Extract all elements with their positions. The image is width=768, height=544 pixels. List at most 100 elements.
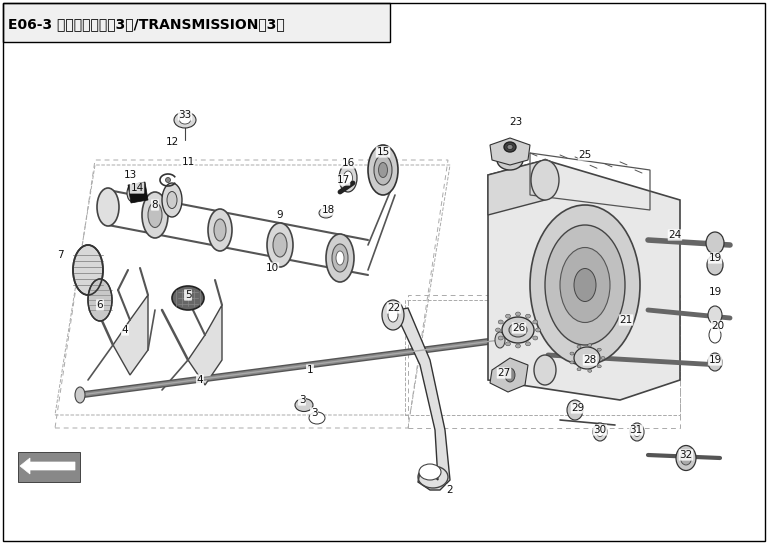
Ellipse shape	[495, 328, 501, 332]
Polygon shape	[398, 308, 450, 490]
Ellipse shape	[530, 205, 640, 365]
Ellipse shape	[374, 155, 392, 185]
Ellipse shape	[534, 355, 556, 385]
Text: 31: 31	[629, 425, 643, 435]
Ellipse shape	[495, 332, 505, 348]
Polygon shape	[488, 160, 680, 400]
Text: 10: 10	[266, 263, 279, 273]
Ellipse shape	[273, 233, 287, 257]
Ellipse shape	[515, 312, 521, 316]
Ellipse shape	[505, 314, 511, 318]
Ellipse shape	[343, 171, 353, 185]
Ellipse shape	[332, 244, 348, 272]
Text: 3: 3	[299, 395, 306, 405]
Text: 24: 24	[668, 230, 682, 240]
Ellipse shape	[507, 145, 513, 150]
Text: 9: 9	[276, 210, 283, 220]
Ellipse shape	[593, 423, 607, 441]
Text: 4: 4	[121, 325, 128, 335]
Ellipse shape	[174, 112, 196, 128]
Ellipse shape	[336, 251, 344, 265]
Text: 30: 30	[594, 425, 607, 435]
Ellipse shape	[368, 145, 398, 195]
Ellipse shape	[630, 423, 644, 441]
Ellipse shape	[533, 320, 538, 324]
Text: 19: 19	[708, 355, 722, 365]
Text: 18: 18	[321, 205, 335, 215]
Ellipse shape	[533, 336, 538, 340]
Ellipse shape	[601, 356, 605, 360]
Text: 29: 29	[571, 403, 584, 413]
Ellipse shape	[295, 399, 313, 411]
Text: 26: 26	[512, 323, 525, 333]
Ellipse shape	[574, 347, 600, 369]
Ellipse shape	[172, 286, 204, 310]
Polygon shape	[490, 138, 530, 165]
Ellipse shape	[577, 368, 581, 371]
Ellipse shape	[498, 336, 503, 340]
Polygon shape	[488, 160, 545, 215]
Ellipse shape	[88, 279, 112, 321]
Polygon shape	[113, 295, 148, 375]
Text: 12: 12	[165, 137, 179, 147]
Ellipse shape	[709, 327, 721, 343]
Ellipse shape	[525, 342, 531, 346]
Ellipse shape	[598, 365, 601, 368]
Ellipse shape	[560, 248, 610, 323]
Text: 1: 1	[306, 365, 313, 375]
Text: 13: 13	[124, 170, 137, 180]
Text: 7: 7	[57, 250, 63, 260]
Ellipse shape	[148, 202, 162, 227]
Text: 5: 5	[184, 290, 191, 300]
Ellipse shape	[214, 219, 226, 241]
Ellipse shape	[379, 163, 388, 177]
Ellipse shape	[502, 317, 534, 343]
Ellipse shape	[167, 191, 177, 208]
Ellipse shape	[75, 387, 85, 403]
Polygon shape	[490, 358, 528, 392]
Text: 3: 3	[311, 408, 317, 418]
Text: 22: 22	[387, 303, 401, 313]
Text: 33: 33	[178, 110, 192, 120]
Ellipse shape	[208, 209, 232, 251]
Ellipse shape	[142, 192, 168, 238]
Text: 6: 6	[97, 300, 104, 310]
Ellipse shape	[570, 352, 574, 355]
Ellipse shape	[498, 320, 503, 324]
Ellipse shape	[577, 345, 581, 348]
Text: 28: 28	[584, 355, 597, 365]
Ellipse shape	[267, 223, 293, 267]
Ellipse shape	[505, 342, 511, 346]
Ellipse shape	[535, 328, 541, 332]
Text: 25: 25	[578, 150, 591, 160]
Ellipse shape	[708, 353, 722, 371]
Text: 8: 8	[152, 200, 158, 210]
Ellipse shape	[97, 188, 119, 226]
Ellipse shape	[505, 368, 515, 382]
Ellipse shape	[509, 323, 527, 337]
Text: 32: 32	[680, 450, 693, 460]
Text: 4: 4	[197, 375, 204, 385]
Text: 14: 14	[131, 183, 144, 193]
Ellipse shape	[707, 255, 723, 275]
Text: 21: 21	[619, 315, 633, 325]
Ellipse shape	[574, 269, 596, 301]
Ellipse shape	[708, 306, 722, 324]
Ellipse shape	[319, 208, 333, 218]
Ellipse shape	[515, 344, 521, 348]
Ellipse shape	[706, 232, 724, 254]
Ellipse shape	[419, 464, 441, 480]
Text: 17: 17	[336, 175, 349, 185]
Ellipse shape	[326, 234, 354, 282]
Ellipse shape	[309, 412, 325, 424]
Text: 23: 23	[509, 117, 523, 127]
Text: 27: 27	[498, 368, 511, 378]
Text: 19: 19	[708, 253, 722, 263]
Polygon shape	[188, 305, 222, 385]
Bar	[18, 452, 80, 482]
Polygon shape	[20, 458, 75, 474]
Ellipse shape	[382, 300, 404, 330]
Ellipse shape	[570, 361, 574, 364]
Ellipse shape	[680, 451, 691, 465]
Text: 11: 11	[181, 157, 194, 167]
